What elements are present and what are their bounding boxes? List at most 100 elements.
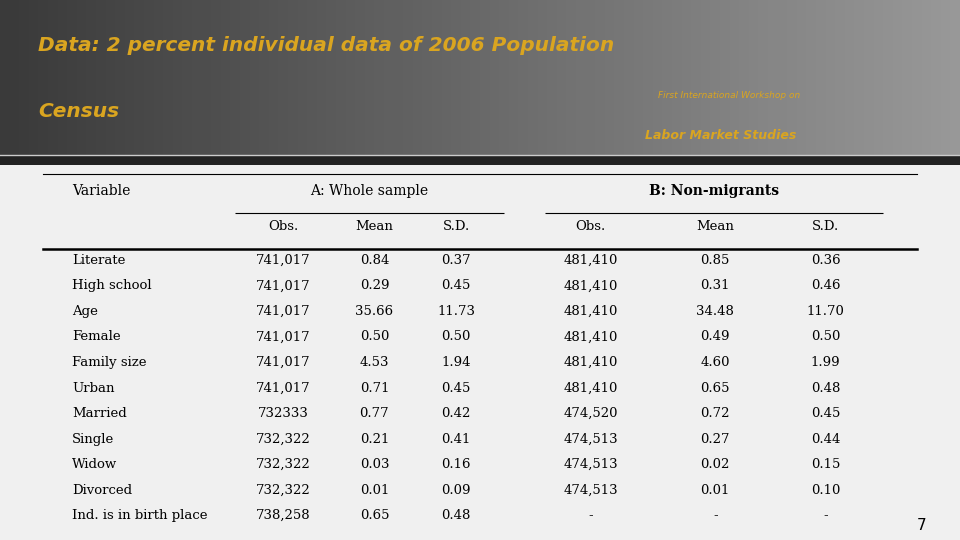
- Bar: [806, 0, 816, 165]
- Text: 35.66: 35.66: [355, 305, 394, 318]
- Bar: [48, 0, 58, 165]
- Text: 741,017: 741,017: [256, 254, 310, 267]
- Bar: [451, 0, 461, 165]
- Text: Data: 2 percent individual data of 2006 Population: Data: 2 percent individual data of 2006 …: [38, 36, 614, 55]
- Bar: [58, 0, 67, 165]
- Bar: [662, 0, 672, 165]
- Bar: [557, 0, 566, 165]
- Text: 0.71: 0.71: [360, 381, 389, 395]
- Text: -: -: [824, 509, 828, 522]
- Bar: [192, 0, 202, 165]
- Text: 0.45: 0.45: [442, 381, 470, 395]
- Bar: [893, 0, 902, 165]
- Bar: [950, 0, 960, 165]
- Bar: [173, 0, 182, 165]
- Bar: [202, 0, 211, 165]
- Text: Variable: Variable: [72, 184, 131, 198]
- Text: 1.94: 1.94: [442, 356, 470, 369]
- Text: 4.60: 4.60: [701, 356, 730, 369]
- Bar: [912, 0, 922, 165]
- Bar: [883, 0, 893, 165]
- Text: 7: 7: [917, 518, 926, 533]
- Text: 11.70: 11.70: [806, 305, 845, 318]
- Bar: [230, 0, 240, 165]
- Text: 0.72: 0.72: [701, 407, 730, 420]
- Text: 481,410: 481,410: [564, 330, 617, 343]
- Bar: [77, 0, 86, 165]
- Bar: [509, 0, 518, 165]
- Text: 0.16: 0.16: [442, 458, 470, 471]
- Text: 4.53: 4.53: [360, 356, 389, 369]
- Bar: [710, 0, 720, 165]
- Text: 0.65: 0.65: [360, 509, 389, 522]
- Text: 0.50: 0.50: [811, 330, 840, 343]
- Text: First International Workshop on: First International Workshop on: [658, 91, 800, 100]
- Bar: [29, 0, 38, 165]
- Text: 481,410: 481,410: [564, 254, 617, 267]
- Text: 0.84: 0.84: [360, 254, 389, 267]
- Text: 0.21: 0.21: [360, 433, 389, 446]
- Text: 0.41: 0.41: [442, 433, 470, 446]
- Text: 0.10: 0.10: [811, 484, 840, 497]
- Bar: [461, 0, 470, 165]
- Bar: [624, 0, 634, 165]
- Text: 481,410: 481,410: [564, 279, 617, 293]
- Bar: [38, 0, 48, 165]
- Bar: [922, 0, 931, 165]
- Text: 0.45: 0.45: [811, 407, 840, 420]
- Bar: [730, 0, 739, 165]
- Text: 0.27: 0.27: [701, 433, 730, 446]
- Text: 741,017: 741,017: [256, 305, 310, 318]
- Bar: [442, 0, 451, 165]
- Bar: [586, 0, 595, 165]
- Bar: [797, 0, 806, 165]
- Bar: [115, 0, 125, 165]
- Bar: [125, 0, 134, 165]
- Bar: [845, 0, 854, 165]
- Bar: [144, 0, 154, 165]
- Bar: [835, 0, 845, 165]
- Text: 481,410: 481,410: [564, 381, 617, 395]
- Text: Mean: Mean: [696, 220, 734, 233]
- Text: 0.50: 0.50: [442, 330, 470, 343]
- Text: 0.85: 0.85: [701, 254, 730, 267]
- Text: 0.01: 0.01: [701, 484, 730, 497]
- Bar: [211, 0, 221, 165]
- Bar: [739, 0, 749, 165]
- Bar: [250, 0, 259, 165]
- Text: 0.15: 0.15: [811, 458, 840, 471]
- Bar: [365, 0, 374, 165]
- Bar: [672, 0, 682, 165]
- Bar: [154, 0, 163, 165]
- Bar: [182, 0, 192, 165]
- Bar: [0, 0, 10, 165]
- Text: Urban: Urban: [72, 381, 114, 395]
- Text: 0.29: 0.29: [360, 279, 389, 293]
- Text: S.D.: S.D.: [443, 220, 469, 233]
- Bar: [134, 0, 144, 165]
- Bar: [86, 0, 96, 165]
- Bar: [0, 155, 960, 165]
- Text: Married: Married: [72, 407, 127, 420]
- Text: Divorced: Divorced: [72, 484, 132, 497]
- Bar: [288, 0, 298, 165]
- Text: 0.01: 0.01: [360, 484, 389, 497]
- Text: Obs.: Obs.: [268, 220, 299, 233]
- Text: 11.73: 11.73: [437, 305, 475, 318]
- Text: Mean: Mean: [355, 220, 394, 233]
- Text: 0.02: 0.02: [701, 458, 730, 471]
- Bar: [326, 0, 336, 165]
- Bar: [413, 0, 422, 165]
- Text: 474,513: 474,513: [564, 433, 617, 446]
- Text: Female: Female: [72, 330, 121, 343]
- Bar: [605, 0, 614, 165]
- Bar: [269, 0, 278, 165]
- Text: Age: Age: [72, 305, 98, 318]
- Bar: [931, 0, 941, 165]
- Text: 481,410: 481,410: [564, 356, 617, 369]
- Bar: [499, 0, 509, 165]
- Text: 0.50: 0.50: [360, 330, 389, 343]
- Text: 0.37: 0.37: [442, 254, 470, 267]
- Bar: [528, 0, 538, 165]
- Text: Single: Single: [72, 433, 114, 446]
